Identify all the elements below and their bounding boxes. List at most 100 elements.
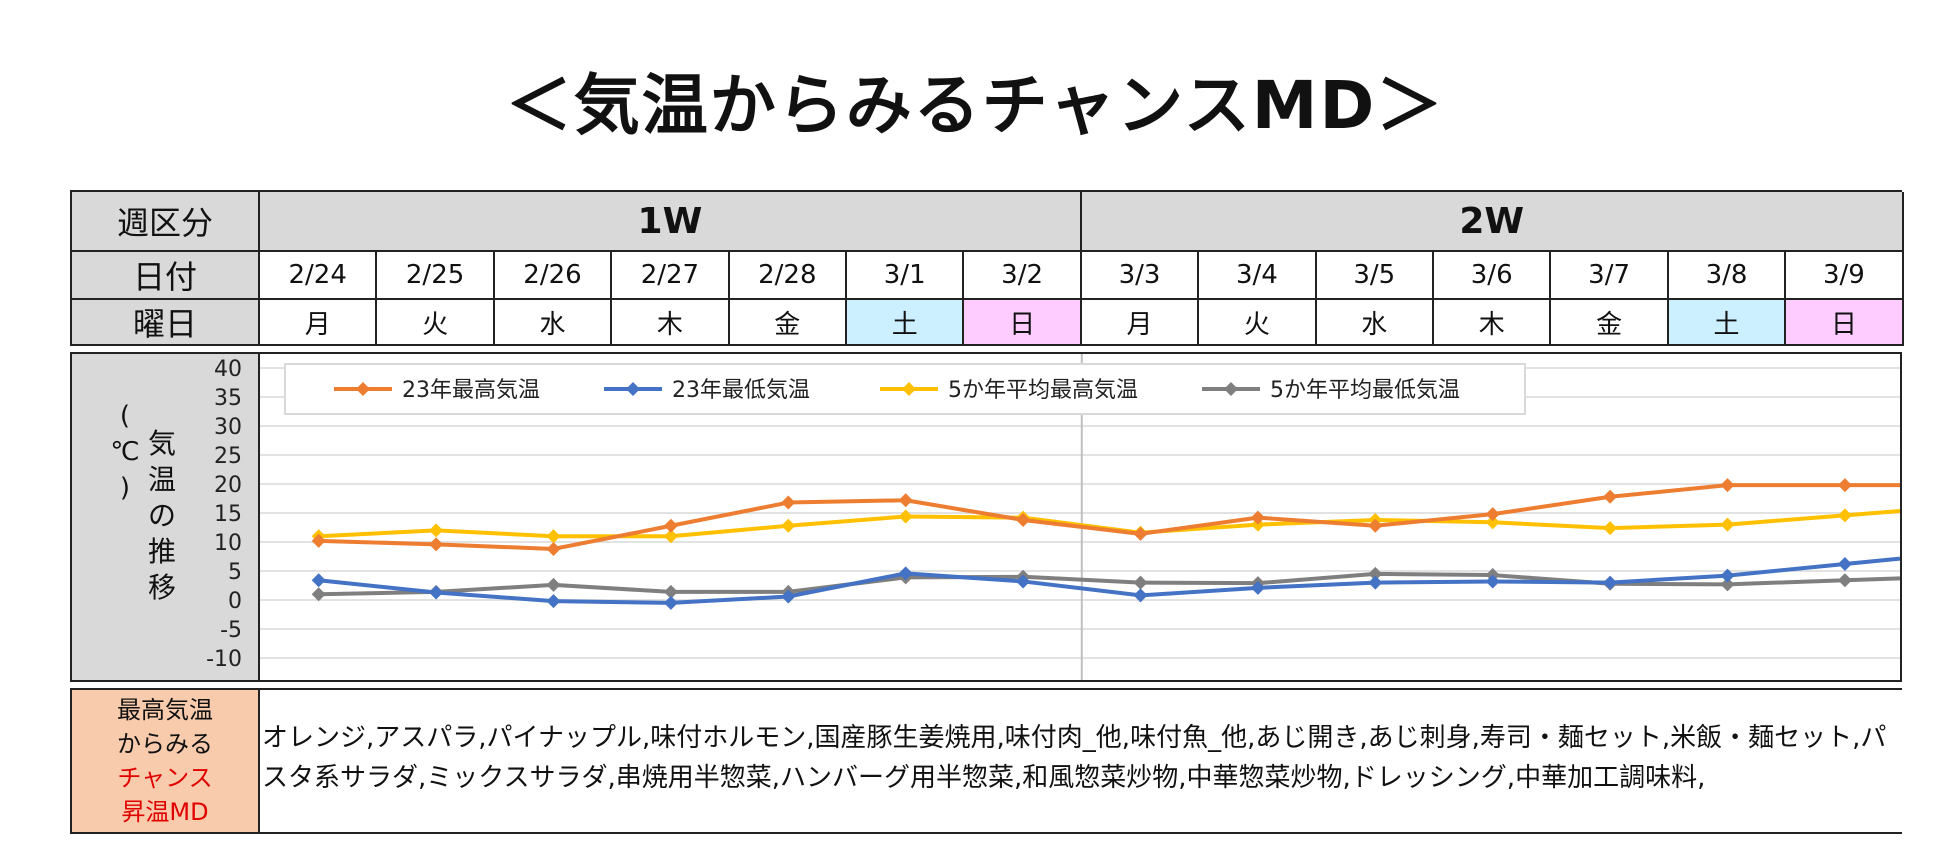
data-point bbox=[429, 523, 444, 538]
temperature-line-chart: 40 35 30 25 20 15 10 5 0 -5 -10 23年最高気温 23年最低気温 5か年平均… bbox=[206, 354, 1900, 680]
weekday-cell: 水 bbox=[1316, 300, 1434, 346]
date-cell: 3/9 bbox=[1786, 252, 1904, 300]
data-point bbox=[1837, 573, 1852, 588]
date-cell: 3/7 bbox=[1551, 252, 1669, 300]
data-point bbox=[1603, 521, 1618, 536]
weekday-cell: 月 bbox=[260, 300, 378, 346]
data-point bbox=[898, 493, 913, 508]
date-cell: 3/3 bbox=[1081, 252, 1200, 300]
y-tick-label: -5 bbox=[220, 618, 242, 643]
data-point bbox=[781, 589, 796, 604]
legend-marker bbox=[626, 382, 640, 396]
axis-title-char: の bbox=[147, 499, 176, 532]
data-point bbox=[1250, 580, 1265, 595]
y-tick-label: 25 bbox=[214, 444, 242, 469]
date-cell: 3/8 bbox=[1668, 252, 1787, 300]
legend-label: 5か年平均最高気温 bbox=[948, 378, 1138, 403]
data-point bbox=[1133, 588, 1148, 603]
axis-title-char: 移 bbox=[147, 571, 176, 604]
schedule-header-table: 週区分 日付 曜日 1W 2W 2/24 月 2/25 火 2/26 水 2/27 木 2/28 金 3/1 土… bbox=[70, 190, 1904, 346]
data-point bbox=[1603, 575, 1618, 590]
data-point bbox=[546, 529, 561, 544]
chart-side-label: ( ℃) 気温の推移 bbox=[72, 354, 260, 680]
data-point bbox=[429, 537, 444, 552]
data-point bbox=[1133, 575, 1148, 590]
data-point bbox=[1250, 510, 1265, 525]
data-point bbox=[546, 541, 561, 556]
date-cell: 2/26 bbox=[494, 252, 613, 300]
md-label: 最高気温 からみる チャンス 昇温MD bbox=[72, 690, 260, 832]
data-point bbox=[663, 518, 678, 533]
date-cell: 3/1 bbox=[847, 252, 965, 300]
weekday-cell: 金 bbox=[1551, 300, 1669, 346]
md-label-line: 昇温MD bbox=[121, 798, 209, 826]
data-point bbox=[663, 584, 678, 599]
date-cell: 3/4 bbox=[1199, 252, 1317, 300]
data-point bbox=[1837, 508, 1852, 523]
y-tick-label: 5 bbox=[228, 560, 242, 585]
y-tick-label: 0 bbox=[228, 589, 242, 614]
y-tick-label: -10 bbox=[206, 647, 242, 672]
weekday-cell: 火 bbox=[1199, 300, 1317, 346]
legend-label: 5か年平均最低気温 bbox=[1270, 378, 1460, 403]
y-tick-label: 30 bbox=[214, 415, 242, 440]
legend-label: 23年最低気温 bbox=[672, 378, 810, 403]
axis-title-char: 推 bbox=[147, 535, 176, 568]
data-point bbox=[429, 585, 444, 600]
weekday-cell: 金 bbox=[729, 300, 847, 346]
data-point bbox=[781, 518, 796, 533]
data-point bbox=[311, 573, 326, 588]
week-row-label: 週区分 bbox=[72, 192, 260, 252]
date-cell: 2/24 bbox=[260, 252, 378, 300]
data-point bbox=[1368, 575, 1383, 590]
data-point bbox=[898, 509, 913, 524]
data-point bbox=[1720, 577, 1735, 592]
unit-label: ( ℃) bbox=[110, 398, 140, 506]
chance-md-block: 最高気温 からみる チャンス 昇温MD オレンジ,アスパラ,パイナップル,味付ホルモン… bbox=[70, 688, 1902, 834]
weekday-cell: 日 bbox=[964, 300, 1082, 346]
data-point bbox=[1603, 489, 1618, 504]
axis-title-char: 気 bbox=[147, 427, 176, 460]
data-point bbox=[663, 595, 678, 610]
data-point bbox=[311, 533, 326, 548]
md-label-line: 最高気温 bbox=[117, 696, 213, 724]
data-point bbox=[898, 566, 913, 581]
unit-label-char: ℃ bbox=[110, 437, 140, 467]
unit-label-char: ( bbox=[119, 401, 131, 431]
unit-label-char: ) bbox=[119, 473, 131, 503]
data-point bbox=[311, 587, 326, 602]
y-tick-label: 10 bbox=[214, 531, 242, 556]
y-tick-label: 15 bbox=[214, 502, 242, 527]
week-header-1: 1W bbox=[260, 192, 1082, 252]
date-cell: 2/25 bbox=[377, 252, 495, 300]
weekday-cell: 土 bbox=[1668, 300, 1787, 346]
data-point bbox=[1133, 526, 1148, 541]
y-tick-label: 40 bbox=[214, 357, 242, 382]
data-point bbox=[781, 495, 796, 510]
legend-marker bbox=[1224, 382, 1238, 396]
weekday-cell: 水 bbox=[494, 300, 613, 346]
legend-label: 23年最高気温 bbox=[402, 378, 540, 403]
data-point bbox=[1720, 517, 1735, 532]
axis-title-label: 気温の推移 bbox=[142, 426, 182, 606]
data-point bbox=[546, 594, 561, 609]
data-point bbox=[1016, 574, 1031, 589]
data-point bbox=[1720, 478, 1735, 493]
data-point bbox=[663, 529, 678, 544]
data-point bbox=[1485, 515, 1500, 530]
y-tick-label: 20 bbox=[214, 473, 242, 498]
data-point bbox=[1720, 568, 1735, 583]
week-header-2: 2W bbox=[1081, 192, 1904, 252]
date-row-label: 日付 bbox=[72, 252, 260, 300]
data-point bbox=[1368, 518, 1383, 533]
weekday-cell: 火 bbox=[377, 300, 495, 346]
weekday-cell: 土 bbox=[847, 300, 965, 346]
legend-marker bbox=[356, 382, 370, 396]
data-point bbox=[546, 577, 561, 592]
legend-marker bbox=[902, 382, 916, 396]
date-cell: 3/5 bbox=[1316, 252, 1434, 300]
data-point bbox=[1368, 566, 1383, 581]
weekday-cell: 木 bbox=[1434, 300, 1552, 346]
data-point bbox=[1837, 478, 1852, 493]
date-cell: 2/27 bbox=[612, 252, 730, 300]
